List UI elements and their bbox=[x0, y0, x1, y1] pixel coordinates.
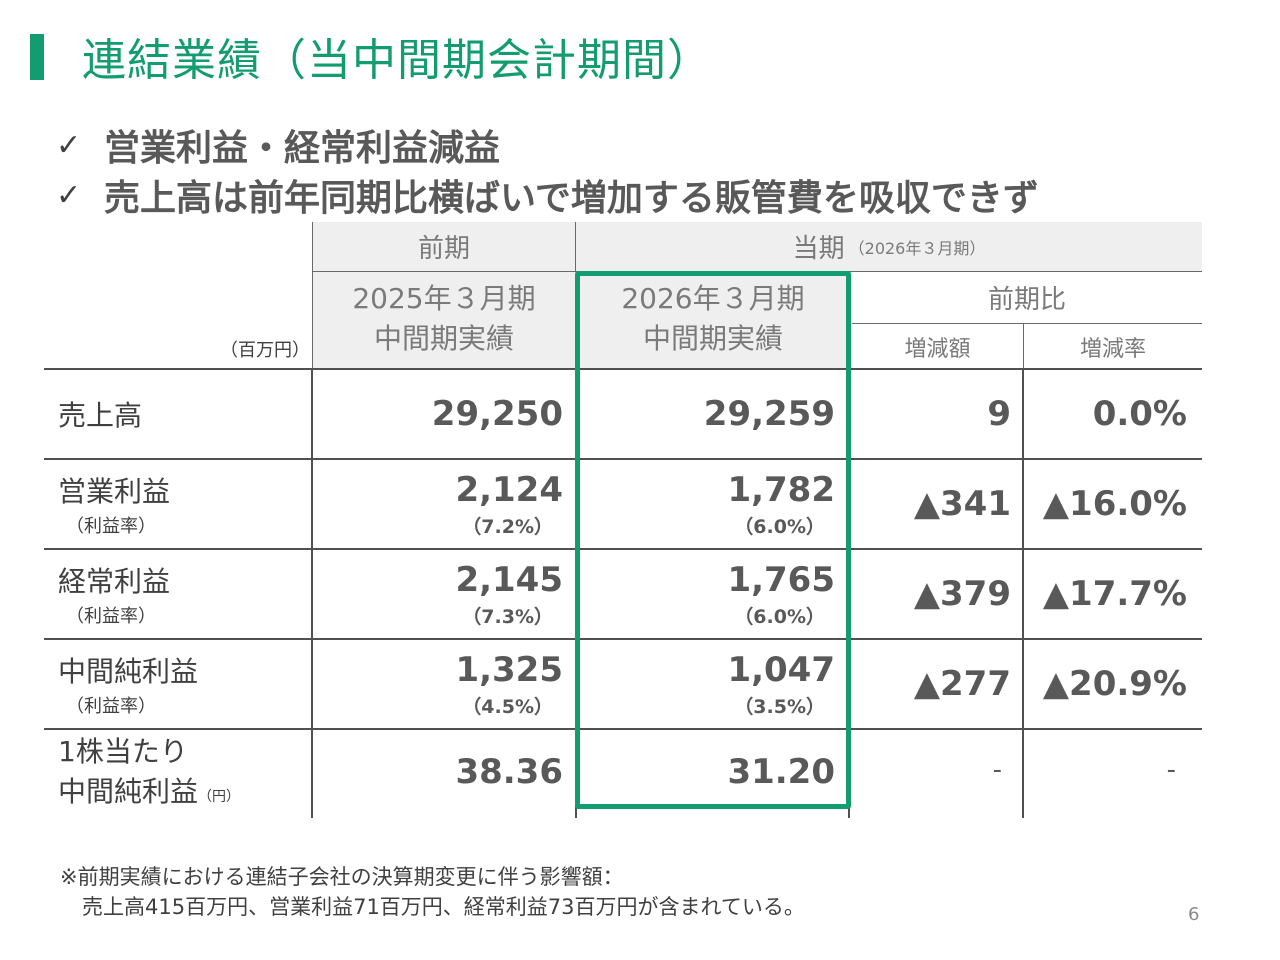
row-sublabel: （利益率） bbox=[66, 606, 156, 627]
row-label-ordinary-profit: 経常利益 （利益率） bbox=[58, 550, 308, 638]
header-diff-rate: 増減率 bbox=[1079, 336, 1146, 362]
title-accent-bar bbox=[30, 34, 44, 80]
header-prev-line1: 2025年３月期 bbox=[352, 282, 536, 315]
cell-value: 29,250 bbox=[431, 394, 563, 434]
table-cell-rate: ▲20.9% bbox=[1042, 664, 1187, 704]
cell-margin: （7.3%） bbox=[462, 605, 553, 628]
page-number: 6 bbox=[1188, 904, 1200, 925]
table-cell-diff: - bbox=[992, 755, 1002, 785]
bullet-list: ✓ 営業利益・経常利益減益 ✓ 売上高は前年同期比横ばいで増加する販管費を吸収で… bbox=[56, 120, 1039, 220]
header-divider bbox=[1023, 323, 1024, 369]
cell-margin: （6.0%） bbox=[734, 605, 825, 628]
cell-value: 31.20 bbox=[727, 752, 835, 792]
header-curr-line2: 中間期実績 bbox=[642, 322, 783, 355]
current-period-highlight bbox=[575, 271, 851, 809]
table-cell-curr: 31.20 bbox=[577, 730, 835, 814]
table-cell-curr: 29,259 bbox=[577, 370, 835, 458]
header-current-label: 当期 bbox=[792, 234, 845, 264]
row-label-net-income: 中間純利益 （利益率） bbox=[58, 640, 308, 728]
header-divider bbox=[312, 222, 313, 369]
cell-value: 1,765 bbox=[727, 559, 835, 600]
row-sublabel: （利益率） bbox=[66, 696, 156, 717]
table-cell-rate: ▲17.7% bbox=[1042, 574, 1187, 614]
table-cell-prev: 1,325 （4.5%） bbox=[313, 640, 563, 728]
header-comparison: 前期比 bbox=[987, 285, 1066, 315]
header-curr-column: 2026年３月期 中間期実績 bbox=[580, 274, 846, 364]
bullet-text: 売上高は前年同期比横ばいで増加する販管費を吸収できず bbox=[104, 178, 1039, 219]
row-divider bbox=[44, 458, 1202, 460]
cell-value: 2,145 bbox=[455, 559, 563, 600]
page-title: 連結業績（当中間期会計期間） bbox=[82, 35, 712, 86]
table-cell-prev: 38.36 bbox=[313, 730, 563, 814]
table-cell-diff: ▲277 bbox=[913, 664, 1011, 704]
footnote-line1: ※前期実績における連結子会社の決算期変更に伴う影響額： bbox=[60, 865, 624, 889]
table-cell-prev: 2,145 （7.3%） bbox=[313, 550, 563, 638]
row-label-text: 中間純利益 bbox=[58, 655, 199, 688]
row-label-text: 経常利益 bbox=[58, 565, 171, 598]
table-cell-prev: 2,124 （7.2%） bbox=[313, 460, 563, 548]
row-label-sales: 売上高 bbox=[58, 370, 308, 458]
table-cell-diff: 9 bbox=[987, 394, 1011, 434]
row-label-eps: 1株当たり 中間純利益（円） bbox=[58, 730, 308, 818]
column-divider bbox=[311, 369, 313, 818]
cell-value: 38.36 bbox=[455, 752, 563, 792]
bullet-item: ✓ 売上高は前年同期比横ばいで増加する販管費を吸収できず bbox=[56, 170, 1039, 220]
row-label-text: 売上高 bbox=[58, 399, 143, 432]
row-label-operating-profit: 営業利益 （利益率） bbox=[58, 460, 308, 548]
column-divider bbox=[1022, 369, 1024, 818]
header-divider bbox=[852, 323, 1202, 324]
cell-value: 1,325 bbox=[455, 649, 563, 690]
row-label-text: 1株当たり bbox=[58, 734, 188, 768]
table-cell-diff: ▲341 bbox=[913, 484, 1011, 524]
unit-label: （百万円） bbox=[220, 340, 310, 361]
cell-value: 1,047 bbox=[727, 649, 835, 690]
header-curr-line1: 2026年３月期 bbox=[621, 282, 805, 315]
header-current-period: 当期 （2026年３月期） bbox=[576, 222, 1202, 271]
table-cell-rate: 0.0% bbox=[1092, 394, 1187, 434]
cell-margin: （6.0%） bbox=[734, 515, 825, 538]
row-sublabel: （利益率） bbox=[66, 516, 156, 537]
row-label-text-line2: 中間純利益（円） bbox=[58, 772, 240, 817]
check-icon: ✓ bbox=[56, 127, 82, 163]
check-icon: ✓ bbox=[56, 177, 82, 213]
table-cell-curr: 1,765 （6.0%） bbox=[577, 550, 835, 638]
cell-value: 2,124 bbox=[455, 469, 563, 510]
footnote-line2: 売上高415百万円、営業利益71百万円、経常利益73百万円が含まれている。 bbox=[82, 895, 805, 919]
bullet-text: 営業利益・経常利益減益 bbox=[104, 128, 501, 169]
header-prev-period: 前期 bbox=[417, 234, 470, 264]
table-cell-rate: - bbox=[1166, 755, 1176, 785]
row-label-unit: （円） bbox=[198, 788, 241, 805]
row-label-line2: 中間純利益 bbox=[58, 774, 199, 808]
table-cell-rate: ▲16.0% bbox=[1042, 484, 1187, 524]
header-prev-column: 2025年３月期 中間期実績 bbox=[313, 274, 575, 364]
row-divider bbox=[44, 368, 1202, 370]
table-cell-curr: 1,782 （6.0%） bbox=[577, 460, 835, 548]
row-label-text: 営業利益 bbox=[58, 475, 171, 508]
table-cell-curr: 1,047 （3.5%） bbox=[577, 640, 835, 728]
header-current-note: （2026年３月期） bbox=[848, 238, 986, 258]
header-prev-line2: 中間期実績 bbox=[373, 322, 514, 355]
bullet-item: ✓ 営業利益・経常利益減益 bbox=[56, 120, 1039, 170]
cell-value: 29,259 bbox=[703, 394, 835, 434]
footnote: ※前期実績における連結子会社の決算期変更に伴う影響額： 売上高415百万円、営業… bbox=[60, 862, 805, 922]
row-divider bbox=[44, 728, 1202, 730]
cell-margin: （3.5%） bbox=[734, 695, 825, 718]
header-diff-amount: 増減額 bbox=[904, 336, 971, 362]
comparison-header-background bbox=[852, 272, 1202, 369]
cell-value: 1,782 bbox=[727, 469, 835, 510]
table-cell-prev: 29,250 bbox=[313, 370, 563, 458]
cell-margin: （4.5%） bbox=[462, 695, 553, 718]
cell-margin: （7.2%） bbox=[462, 515, 553, 538]
row-divider bbox=[44, 548, 1202, 550]
row-divider bbox=[44, 638, 1202, 640]
header-divider bbox=[575, 222, 576, 271]
table-cell-diff: ▲379 bbox=[913, 574, 1011, 614]
